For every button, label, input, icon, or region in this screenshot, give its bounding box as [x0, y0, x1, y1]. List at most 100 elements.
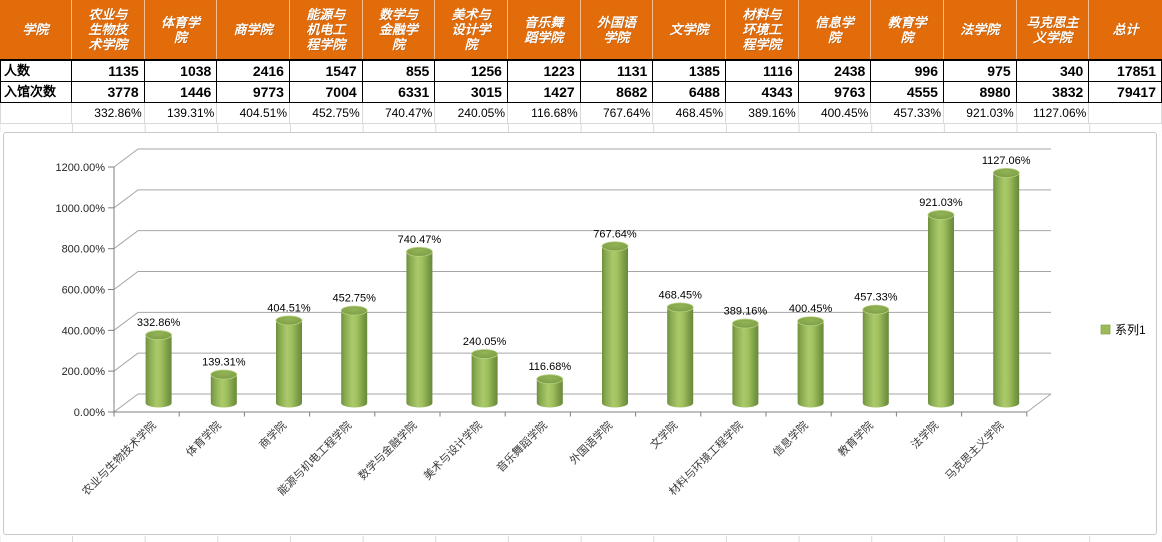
- renshu-cell[interactable]: 1385: [653, 61, 726, 82]
- ruguan-cell[interactable]: 6331: [362, 82, 436, 103]
- row-label-renshu[interactable]: 人数: [0, 61, 72, 82]
- col-header-cell[interactable]: 外国语 学院: [581, 0, 654, 59]
- ruguan-cell[interactable]: 1446: [144, 82, 218, 103]
- bar-cylinder[interactable]: 332.86%: [137, 317, 181, 408]
- renshu-cell[interactable]: 996: [871, 61, 944, 82]
- value-label: 116.68%: [528, 361, 571, 373]
- col-header-cell[interactable]: 体育学 院: [145, 0, 218, 59]
- bar-cylinder[interactable]: 740.47%: [398, 234, 442, 408]
- bar-cylinder[interactable]: 400.45%: [789, 303, 833, 408]
- percent-cell[interactable]: 139.31%: [144, 103, 218, 124]
- renshu-cell[interactable]: 1547: [289, 61, 363, 82]
- bar-cylinder[interactable]: 116.68%: [528, 361, 571, 408]
- col-header-cell[interactable]: 文学院: [653, 0, 726, 59]
- ruguan-cell[interactable]: 3015: [435, 82, 508, 103]
- percent-cell[interactable]: 240.05%: [435, 103, 508, 124]
- percent-cell[interactable]: 400.45%: [798, 103, 872, 124]
- corner-header-cell[interactable]: 学院: [0, 0, 72, 59]
- percent-cell[interactable]: 1127.06%: [1016, 103, 1090, 124]
- x-axis-label[interactable]: 体育学院: [183, 418, 224, 459]
- value-label: 240.05%: [463, 336, 507, 348]
- x-axis-label[interactable]: 美术与设计学院: [420, 418, 484, 482]
- ruguan-cell[interactable]: 3832: [1016, 82, 1090, 103]
- bar-cylinder[interactable]: 921.03%: [919, 197, 963, 408]
- cylinder-body: [145, 335, 172, 408]
- ruguan-cell[interactable]: 9773: [217, 82, 290, 103]
- bar-cylinder[interactable]: 389.16%: [724, 306, 768, 408]
- x-axis-label[interactable]: 马克思主义学院: [942, 418, 1006, 482]
- renshu-cell[interactable]: 975: [943, 61, 1017, 82]
- col-header-cell[interactable]: 教育学 院: [871, 0, 944, 59]
- x-axis-label[interactable]: 音乐舞蹈学院: [493, 418, 550, 475]
- cylinder-body: [797, 321, 824, 408]
- col-header-cell[interactable]: 马克思主 义学院: [1017, 0, 1090, 59]
- ruguan-cell[interactable]: 6488: [653, 82, 726, 103]
- x-axis-label[interactable]: 教育学院: [835, 418, 876, 459]
- bar-cylinder[interactable]: 404.51%: [267, 302, 311, 408]
- percent-cell[interactable]: 921.03%: [943, 103, 1017, 124]
- cylinder-top: [992, 167, 1020, 178]
- percent-cell[interactable]: 404.51%: [217, 103, 290, 124]
- cylinder-top: [666, 302, 694, 313]
- renshu-cell[interactable]: 1256: [435, 61, 508, 82]
- renshu-cell[interactable]: 855: [362, 61, 436, 82]
- bar-cylinder[interactable]: 468.45%: [658, 289, 702, 408]
- percent-cell[interactable]: 389.16%: [725, 103, 799, 124]
- percent-cell[interactable]: 740.47%: [362, 103, 436, 124]
- renshu-cell[interactable]: 1116: [725, 61, 799, 82]
- percent-cell[interactable]: [1089, 103, 1162, 124]
- renshu-cell[interactable]: 2438: [798, 61, 872, 82]
- ruguan-cell[interactable]: 9763: [798, 82, 872, 103]
- row-label-ruguan[interactable]: 入馆次数: [0, 82, 72, 103]
- percent-cell[interactable]: 767.64%: [580, 103, 654, 124]
- ruguan-cell[interactable]: 8980: [943, 82, 1017, 103]
- percent-cell[interactable]: 332.86%: [72, 103, 145, 124]
- col-header-cell[interactable]: 数学与 金融学 院: [363, 0, 436, 59]
- x-axis-label[interactable]: 法学院: [908, 418, 941, 451]
- x-axis-label[interactable]: 文学院: [647, 418, 680, 451]
- col-header-cell[interactable]: 商学院: [217, 0, 290, 59]
- col-header-cell[interactable]: 法学院: [944, 0, 1017, 59]
- ruguan-cell[interactable]: 4343: [725, 82, 799, 103]
- col-header-cell[interactable]: 能源与 机电工 程学院: [290, 0, 363, 59]
- col-header-cell[interactable]: 材料与 环境工 程学院: [726, 0, 799, 59]
- bar-cylinder[interactable]: 452.75%: [332, 293, 376, 408]
- x-axis-label[interactable]: 信息学院: [770, 418, 811, 459]
- bar-cylinder[interactable]: 1127.06%: [982, 155, 1031, 408]
- col-header-cell[interactable]: 农业与 生物技 术学院: [72, 0, 145, 59]
- x-axis-label[interactable]: 外国语学院: [566, 418, 615, 467]
- cylinder-top: [471, 349, 499, 359]
- renshu-cell[interactable]: 2416: [217, 61, 290, 82]
- cylinder-body: [341, 310, 368, 408]
- renshu-cell[interactable]: 1131: [580, 61, 654, 82]
- renshu-cell[interactable]: 1223: [507, 61, 581, 82]
- bar-cylinder[interactable]: 457.33%: [854, 292, 898, 408]
- chart-legend[interactable]: 系列1: [1100, 323, 1146, 337]
- percent-cell[interactable]: 452.75%: [289, 103, 363, 124]
- percent-cell[interactable]: 116.68%: [507, 103, 581, 124]
- col-header-cell[interactable]: 信息学 院: [799, 0, 872, 59]
- col-header-cell[interactable]: 音乐舞 蹈学院: [508, 0, 581, 59]
- x-axis-label[interactable]: 农业与生物技术学院: [79, 418, 159, 498]
- ruguan-cell[interactable]: 3778: [72, 82, 145, 103]
- col-header-cell[interactable]: 总计: [1112, 22, 1139, 37]
- ruguan-cell[interactable]: 8682: [580, 82, 654, 103]
- ruguan-cell[interactable]: 4555: [871, 82, 944, 103]
- ruguan-cell[interactable]: 7004: [289, 82, 363, 103]
- bar-cylinder[interactable]: 139.31%: [202, 357, 246, 408]
- percent-cell[interactable]: 468.45%: [653, 103, 726, 124]
- ruguan-cell[interactable]: 79417: [1089, 82, 1162, 103]
- percent-cell[interactable]: 457.33%: [871, 103, 944, 124]
- renshu-cell[interactable]: 17851: [1089, 61, 1162, 82]
- renshu-cell[interactable]: 1135: [72, 61, 145, 82]
- x-axis-label[interactable]: 数学与金融学院: [355, 418, 419, 482]
- ruguan-cell[interactable]: 1427: [507, 82, 581, 103]
- bar-cylinder[interactable]: 240.05%: [463, 336, 507, 408]
- col-header-cell[interactable]: 美术与 设计学 院: [435, 0, 508, 59]
- renshu-cell[interactable]: 1038: [144, 61, 218, 82]
- percent-empty-cell[interactable]: [0, 103, 72, 124]
- x-axis-label[interactable]: 商学院: [256, 418, 289, 451]
- bar-cylinder[interactable]: 767.64%: [593, 228, 637, 408]
- renshu-cell[interactable]: 340: [1016, 61, 1090, 82]
- cylinder-chart-frame[interactable]: 0.00% 200.00% 400.00% 600.00% 800.00% 1000.00…: [3, 132, 1157, 535]
